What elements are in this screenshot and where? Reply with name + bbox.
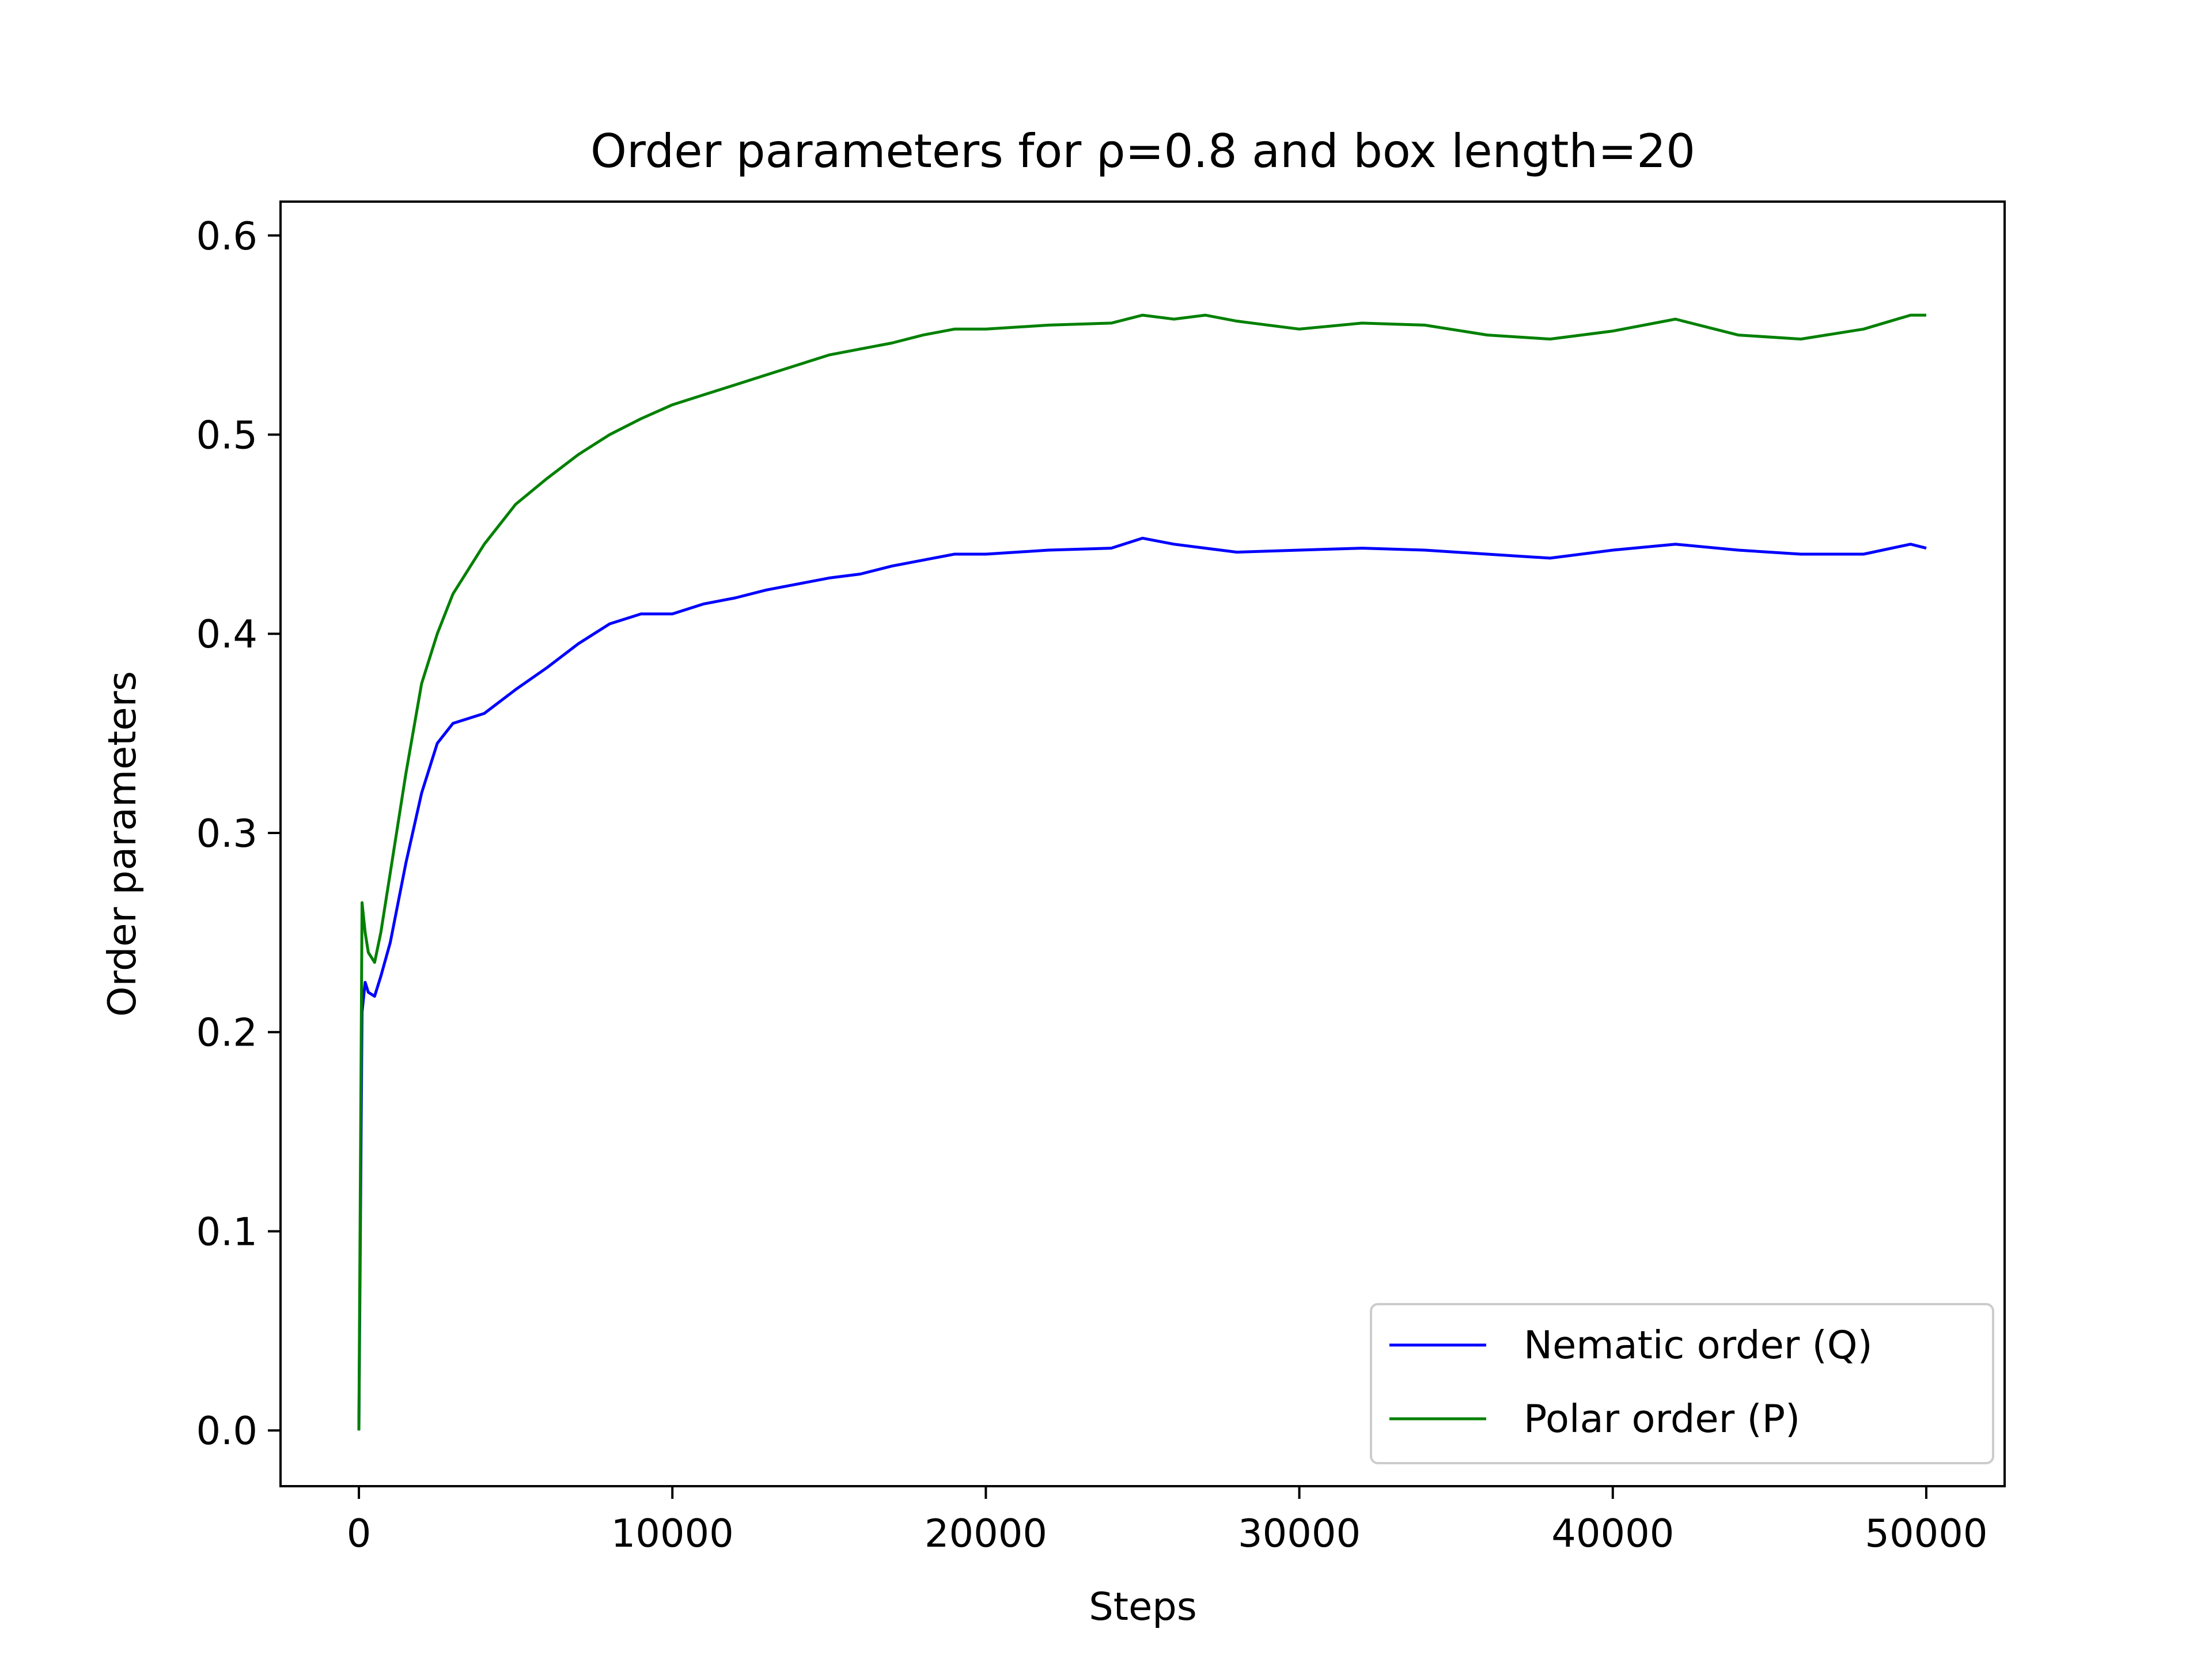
- legend-label-polar: Polar order (P): [1524, 1396, 1800, 1441]
- x-tick-label: 10000: [611, 1511, 734, 1556]
- y-axis: 0.0 0.1 0.2 0.3 0.4 0.5 0.6: [196, 214, 281, 1453]
- y-tick-label: 0.1: [196, 1209, 257, 1254]
- chart-title: Order parameters for ρ=0.8 and box lengt…: [590, 124, 1695, 178]
- plot-frame: [279, 200, 2006, 1487]
- y-tick-label: 0.5: [196, 413, 257, 458]
- x-tick-label: 40000: [1551, 1511, 1674, 1556]
- y-tick-label: 0.2: [196, 1010, 257, 1055]
- legend-label-nematic: Nematic order (Q): [1524, 1323, 1873, 1368]
- x-axis-label: Steps: [1089, 1584, 1196, 1629]
- x-tick-label: 0: [347, 1511, 372, 1556]
- x-tick-label: 20000: [925, 1511, 1047, 1556]
- y-tick-label: 0.3: [196, 811, 257, 856]
- legend: Nematic order (Q) Polar order (P): [1370, 1303, 1994, 1464]
- series-line-nematic: [357, 536, 1927, 1431]
- x-tick-label: 30000: [1238, 1511, 1361, 1556]
- series-layer: [357, 313, 1927, 1431]
- y-tick-label: 0.4: [196, 612, 257, 657]
- y-axis-label: Order parameters: [100, 671, 145, 1017]
- series-line-polar: [357, 313, 1926, 1431]
- x-tick-label: 50000: [1865, 1511, 1987, 1556]
- y-tick-label: 0.6: [196, 214, 257, 259]
- x-axis: 0 10000 20000 30000 40000 50000: [347, 1486, 1988, 1556]
- y-tick-label: 0.0: [196, 1408, 257, 1453]
- legend-box: [1370, 1303, 1994, 1464]
